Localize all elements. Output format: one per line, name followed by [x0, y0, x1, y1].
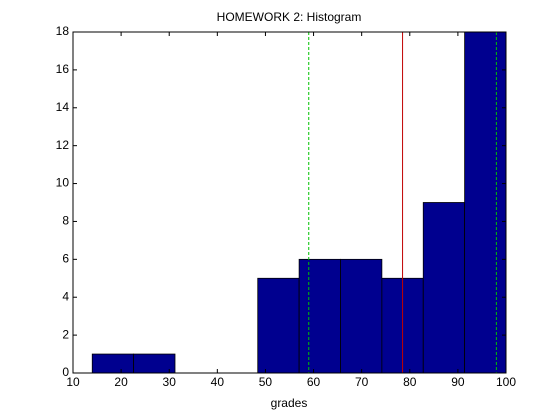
x-tick-label: 20 [114, 375, 128, 389]
bar [340, 258, 383, 374]
bar [298, 258, 341, 374]
x-tick-label: 30 [163, 375, 177, 389]
x-tick-label: 60 [307, 375, 321, 389]
bar [257, 277, 300, 374]
y-tick-label: 10 [56, 176, 70, 190]
chart-title: HOMEWORK 2: Histogram [217, 10, 362, 24]
x-tick-label: 90 [451, 375, 465, 389]
bar [464, 31, 507, 374]
y-tick-label: 16 [56, 62, 70, 76]
y-tick-label: 6 [62, 252, 69, 266]
y-tick-label: 8 [62, 214, 69, 228]
bar [422, 202, 466, 374]
x-axis-label: grades [271, 396, 308, 410]
y-tick-label: 0 [62, 365, 69, 379]
x-tick-label: 40 [211, 375, 225, 389]
y-tick-label: 14 [56, 100, 70, 114]
y-tick-label: 12 [56, 138, 70, 152]
x-tick-label: 80 [403, 375, 417, 389]
x-tick-label: 100 [496, 375, 516, 389]
x-tick-label: 70 [355, 375, 369, 389]
y-tick-label: 18 [56, 24, 70, 38]
bar [91, 353, 135, 374]
axes-box [72, 31, 507, 374]
y-tick-label: 4 [62, 289, 69, 303]
y-tick-label: 2 [62, 327, 69, 341]
x-tick-label: 50 [259, 375, 273, 389]
x-tick-label: 10 [66, 375, 80, 389]
